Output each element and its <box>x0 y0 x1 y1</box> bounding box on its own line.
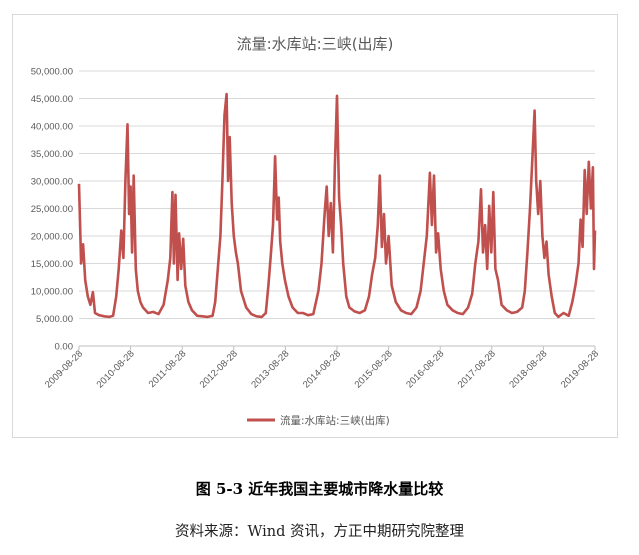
chart-container: 流量:水库站:三峡(出库) 0.00 5,000.00 10,000.00 15,00… <box>12 14 618 438</box>
legend: 流量:水库站:三峡(出库) <box>247 414 390 427</box>
legend-label: 流量:水库站:三峡(出库) <box>280 414 390 427</box>
x-tick-label: 2009-08-28 <box>43 348 85 390</box>
y-axis-labels: 0.00 5,000.00 10,000.00 15,000.00 20,000.00 2… <box>31 67 73 353</box>
y-tick-label: 30,000.00 <box>31 177 73 188</box>
x-tick-label: 2014-08-28 <box>301 348 343 390</box>
x-tick-label: 2015-08-28 <box>353 348 395 390</box>
x-axis-labels: 2009-08-28 2010-08-28 2011-08-28 2012-08-28… <box>43 346 601 390</box>
y-tick-label: 0.00 <box>55 342 74 353</box>
y-tick-label: 50,000.00 <box>31 67 73 78</box>
x-tick-label: 2016-08-28 <box>404 348 446 390</box>
x-tick-label: 2013-08-28 <box>249 348 291 390</box>
x-tick-label: 2017-08-28 <box>456 348 498 390</box>
x-tick-label: 2018-08-28 <box>507 348 549 390</box>
y-tick-label: 40,000.00 <box>31 122 73 133</box>
y-tick-label: 25,000.00 <box>31 204 73 215</box>
x-tick-label: 2019-08-28 <box>559 348 601 390</box>
y-tick-label: 10,000.00 <box>31 287 73 298</box>
source-note: 资料来源：Wind 资讯，方正中期研究院整理 <box>174 524 464 540</box>
chart-title: 流量:水库站:三峡(出库) <box>237 35 394 53</box>
y-tick-label: 20,000.00 <box>31 232 73 243</box>
figure-caption: 图 5-3 近年我国主要城市降水量比较 <box>195 480 444 498</box>
x-tick-label: 2012-08-28 <box>198 348 240 390</box>
y-tick-label: 35,000.00 <box>31 149 73 160</box>
series-layer <box>77 92 597 319</box>
y-tick-label: 45,000.00 <box>31 94 73 105</box>
y-tick-label: 15,000.00 <box>31 259 73 270</box>
line-chart: 流量:水库站:三峡(出库) 0.00 5,000.00 10,000.00 15,00… <box>31 35 601 427</box>
x-tick-label: 2010-08-28 <box>95 348 137 390</box>
y-tick-label: 5,000.00 <box>36 314 73 325</box>
series-line-0 <box>77 92 597 319</box>
x-tick-label: 2011-08-28 <box>147 348 189 390</box>
